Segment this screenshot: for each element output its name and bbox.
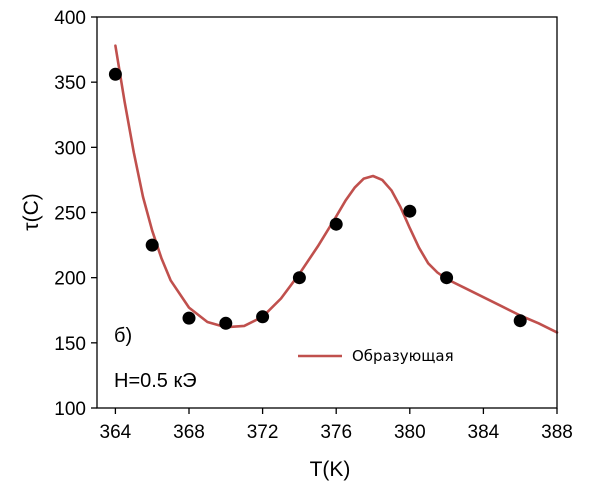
x-tick-label: 368	[173, 422, 205, 443]
data-point	[292, 271, 306, 285]
x-tick-label: 384	[468, 422, 500, 443]
data-point	[513, 314, 527, 328]
y-tick-label: 350	[54, 73, 86, 94]
y-axis-title: τ(C)	[20, 193, 43, 230]
data-point	[108, 67, 122, 81]
y-tick-label: 100	[54, 399, 86, 420]
curve-layer	[114, 44, 559, 334]
points-layer	[108, 67, 527, 330]
x-axis-title: T(K)	[310, 458, 351, 481]
fit-curve	[114, 44, 559, 334]
data-point	[145, 238, 159, 252]
legend: Образующая	[298, 347, 454, 365]
x-tick-label: 380	[394, 422, 426, 443]
field-annotation: H=0.5 кЭ	[114, 370, 197, 392]
data-point	[403, 204, 417, 218]
x-tick-label: 372	[247, 422, 279, 443]
data-point	[256, 310, 270, 324]
y-tick-label: 250	[54, 204, 86, 225]
x-tick-label: 388	[541, 422, 573, 443]
data-point	[440, 271, 454, 285]
legend-label: Образующая	[352, 347, 454, 365]
data-point	[329, 217, 343, 231]
ticks-layer: 364 368 372 376 380 384 388 100 150 200 250 300 350 4…	[54, 8, 573, 443]
data-point	[219, 316, 233, 330]
y-tick-label: 200	[54, 269, 86, 290]
x-tick-label: 376	[320, 422, 352, 443]
y-tick-label: 150	[54, 334, 86, 355]
y-tick-label: 400	[54, 8, 86, 29]
plot-frame	[96, 16, 558, 409]
data-point	[182, 311, 196, 325]
panel-label: б)	[114, 325, 132, 347]
x-tick-label: 364	[100, 422, 132, 443]
y-tick-label: 300	[54, 138, 86, 159]
